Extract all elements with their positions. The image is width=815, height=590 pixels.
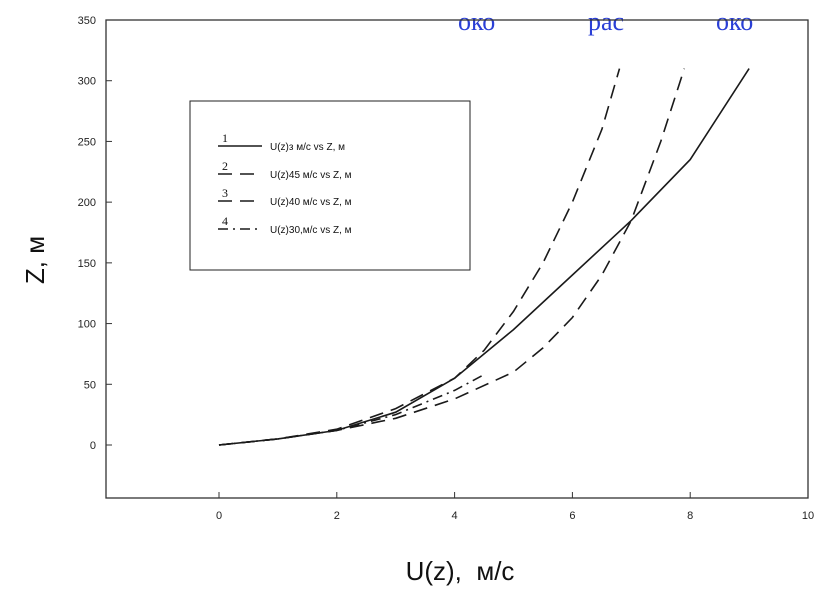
x-tick-label: 8 xyxy=(687,510,693,522)
x-axis-title: U(z), м/с xyxy=(406,556,515,586)
legend-box xyxy=(189,100,471,271)
legend-number-3: 3 xyxy=(222,186,228,200)
legend-label-4: U(z)30,м/с vs Z, м xyxy=(270,225,352,236)
y-tick-label: 200 xyxy=(78,197,96,209)
y-tick-label: 100 xyxy=(78,319,96,331)
legend-label-3: U(z)40 м/с vs Z, м xyxy=(270,197,352,208)
y-axis-title: Z, м xyxy=(20,236,50,284)
legend-number-1: 1 xyxy=(222,131,228,145)
x-tick-label: 10 xyxy=(802,510,814,522)
legend-number-4: 4 xyxy=(222,214,228,228)
x-tick-label: 2 xyxy=(334,510,340,522)
plot-frame xyxy=(105,19,809,499)
x-tick-label: 4 xyxy=(452,510,458,522)
x-tick-label: 0 xyxy=(216,510,222,522)
series-line-4 xyxy=(218,373,485,446)
y-tick-label: 300 xyxy=(78,76,96,88)
header-fragment-1: око xyxy=(458,7,495,36)
series-line-3 xyxy=(218,68,686,446)
y-tick-label: 50 xyxy=(84,379,96,391)
legend-number-2: 2 xyxy=(222,159,228,173)
y-tick-label: 250 xyxy=(78,136,96,148)
y-axis-ticks: 0 50 100 150 200 250 300 350 xyxy=(78,15,112,452)
legend-label-2: U(z)45 м/с vs Z, м xyxy=(270,170,352,181)
y-tick-label: 0 xyxy=(90,440,96,452)
series-layer xyxy=(218,68,750,446)
header-fragment-2: рас xyxy=(588,7,624,36)
legend-entries: 1 U(z)з м/с vs Z, м 2 U(z)45 м/с vs Z, м 3 U(… xyxy=(218,131,352,236)
y-tick-label: 350 xyxy=(78,15,96,27)
legend: 1 U(z)з м/с vs Z, м 2 U(z)45 м/с vs Z, м 3 U(… xyxy=(189,100,471,271)
x-axis-ticks: 0 2 4 6 8 10 xyxy=(216,492,814,522)
x-tick-label: 6 xyxy=(569,510,575,522)
header-fragment-3: око xyxy=(716,7,753,36)
header-fragment: око рас око xyxy=(458,7,753,36)
y-tick-label: 150 xyxy=(78,258,96,270)
legend-label-1: U(z)з м/с vs Z, м xyxy=(270,142,345,153)
